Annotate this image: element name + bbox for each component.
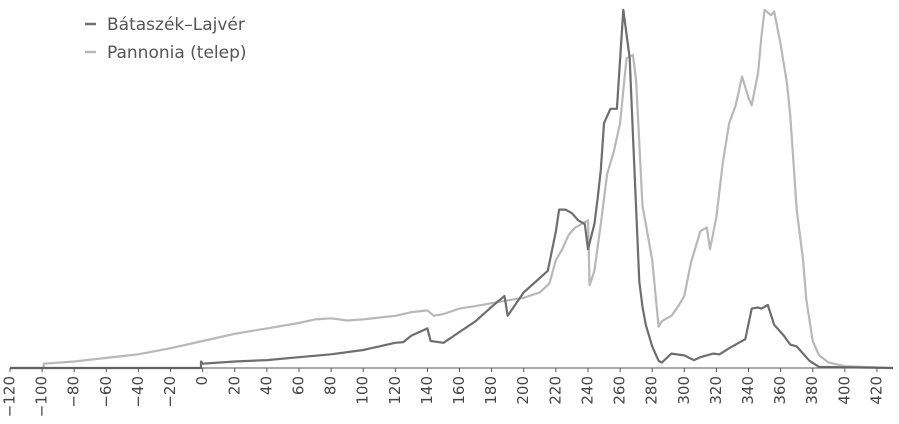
x-tick-label: 140: [418, 376, 436, 405]
x-tick-label: −20: [161, 376, 179, 408]
x-tick-label: 80: [322, 376, 340, 395]
x-axis-ticks: −120 −100 −80 −60 −40 −20 0 20 40 60 80 100 120 140 16…: [1, 368, 885, 417]
x-tick-label: −120: [1, 376, 19, 417]
x-tick-label: 360: [771, 376, 789, 405]
legend: Bátaszék–Lajvér Pannonia (telep): [85, 15, 247, 63]
x-tick-label: 60: [290, 376, 308, 395]
x-tick-label: 420: [867, 376, 885, 405]
legend-entry-bataszek: Bátaszék–Lajvér: [85, 15, 245, 35]
x-tick-label: −60: [97, 376, 115, 408]
x-tick-label: 200: [514, 376, 532, 405]
x-tick-label: 160: [450, 376, 468, 405]
x-tick-label: 220: [546, 376, 564, 405]
x-tick-label: 240: [579, 376, 597, 405]
legend-entry-pannonia: Pannonia (telep): [85, 43, 247, 63]
x-tick-label: 300: [675, 376, 693, 405]
x-tick-label: 120: [386, 376, 404, 405]
x-tick-label: 400: [835, 376, 853, 405]
x-tick-label: 280: [643, 376, 661, 405]
x-tick-label: 20: [225, 376, 243, 395]
legend-label-bataszek: Bátaszék–Lajvér: [107, 15, 245, 35]
x-tick-label: 320: [707, 376, 725, 405]
x-tick-label: 40: [257, 376, 275, 395]
x-tick-label: 100: [354, 376, 372, 405]
x-tick-label: −100: [33, 376, 51, 417]
x-tick-label: 260: [611, 376, 629, 405]
x-tick-label: 180: [482, 376, 500, 405]
x-tick-label: 340: [739, 376, 757, 405]
series-line-bataszek: [10, 8, 894, 370]
legend-label-pannonia: Pannonia (telep): [107, 43, 247, 63]
x-tick-label: 380: [803, 376, 821, 405]
series-line-pannonia: [10, 8, 894, 370]
series-lines: [10, 8, 894, 370]
x-tick-label: −40: [129, 376, 147, 408]
x-tick-label: −80: [65, 376, 83, 408]
x-tick-label: 0: [193, 376, 211, 386]
